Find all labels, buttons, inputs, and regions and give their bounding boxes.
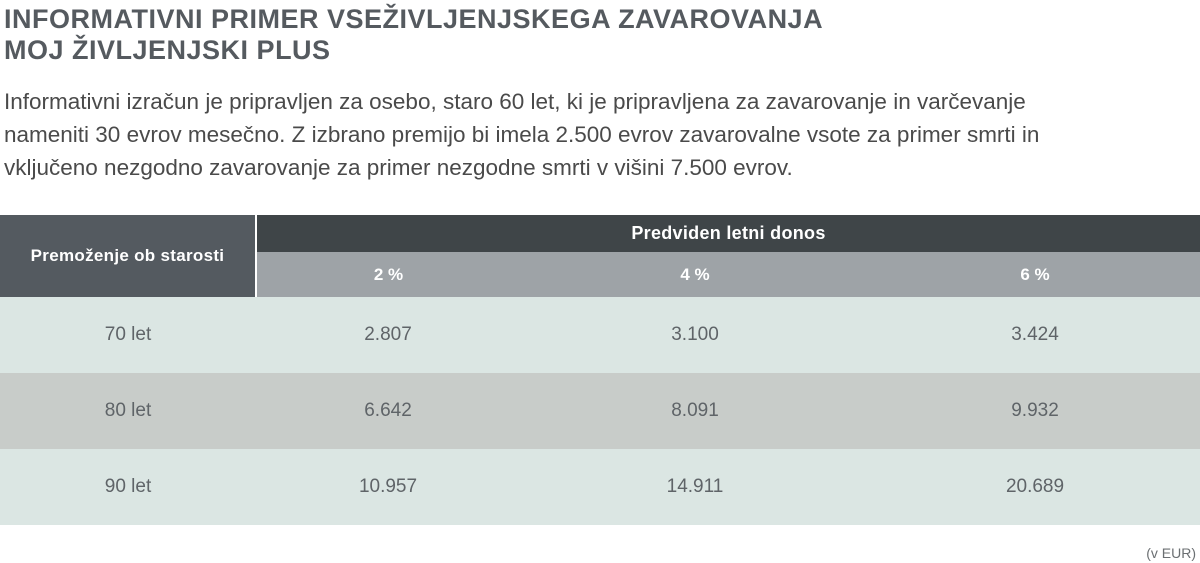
table-row: 80 let 6.642 8.091 9.932: [0, 373, 1200, 449]
table-row: 90 let 10.957 14.911 20.689: [0, 449, 1200, 525]
return-group-header: Predviden letni donos: [256, 215, 1200, 252]
value-cell: 3.100: [520, 297, 870, 373]
rate-header-2: 2 %: [256, 252, 520, 297]
intro-line-2: nameniti 30 evrov mesečno. Z izbrano pre…: [4, 122, 1040, 147]
intro-paragraph: Informativni izračun je pripravljen za o…: [4, 85, 1200, 184]
table-row: 70 let 2.807 3.100 3.424: [0, 297, 1200, 373]
page-title: INFORMATIVNI PRIMER VSEŽIVLJENJSKEGA ZAV…: [4, 4, 823, 66]
value-cell: 2.807: [256, 297, 520, 373]
rate-header-4: 4 %: [520, 252, 870, 297]
age-cell: 70 let: [0, 297, 256, 373]
age-cell: 80 let: [0, 373, 256, 449]
intro-line-1: Informativni izračun je pripravljen za o…: [4, 89, 1026, 114]
unit-note: (v EUR): [1146, 545, 1196, 561]
value-cell: 10.957: [256, 449, 520, 525]
age-column-header: Premoženje ob starosti: [0, 215, 257, 297]
value-cell: 20.689: [870, 449, 1200, 525]
returns-table: Premoženje ob starosti Predviden letni d…: [0, 215, 1200, 525]
value-cell: 8.091: [520, 373, 870, 449]
intro-line-3: vključeno nezgodno zavarovanje za primer…: [4, 155, 793, 180]
value-cell: 9.932: [870, 373, 1200, 449]
rate-header-6: 6 %: [870, 252, 1200, 297]
title-line-1: INFORMATIVNI PRIMER VSEŽIVLJENJSKEGA ZAV…: [4, 4, 824, 34]
value-cell: 6.642: [256, 373, 520, 449]
value-cell: 3.424: [870, 297, 1200, 373]
title-line-2: MOJ ŽIVLJENJSKI PLUS: [4, 35, 331, 65]
value-cell: 14.911: [520, 449, 870, 525]
age-cell: 90 let: [0, 449, 256, 525]
